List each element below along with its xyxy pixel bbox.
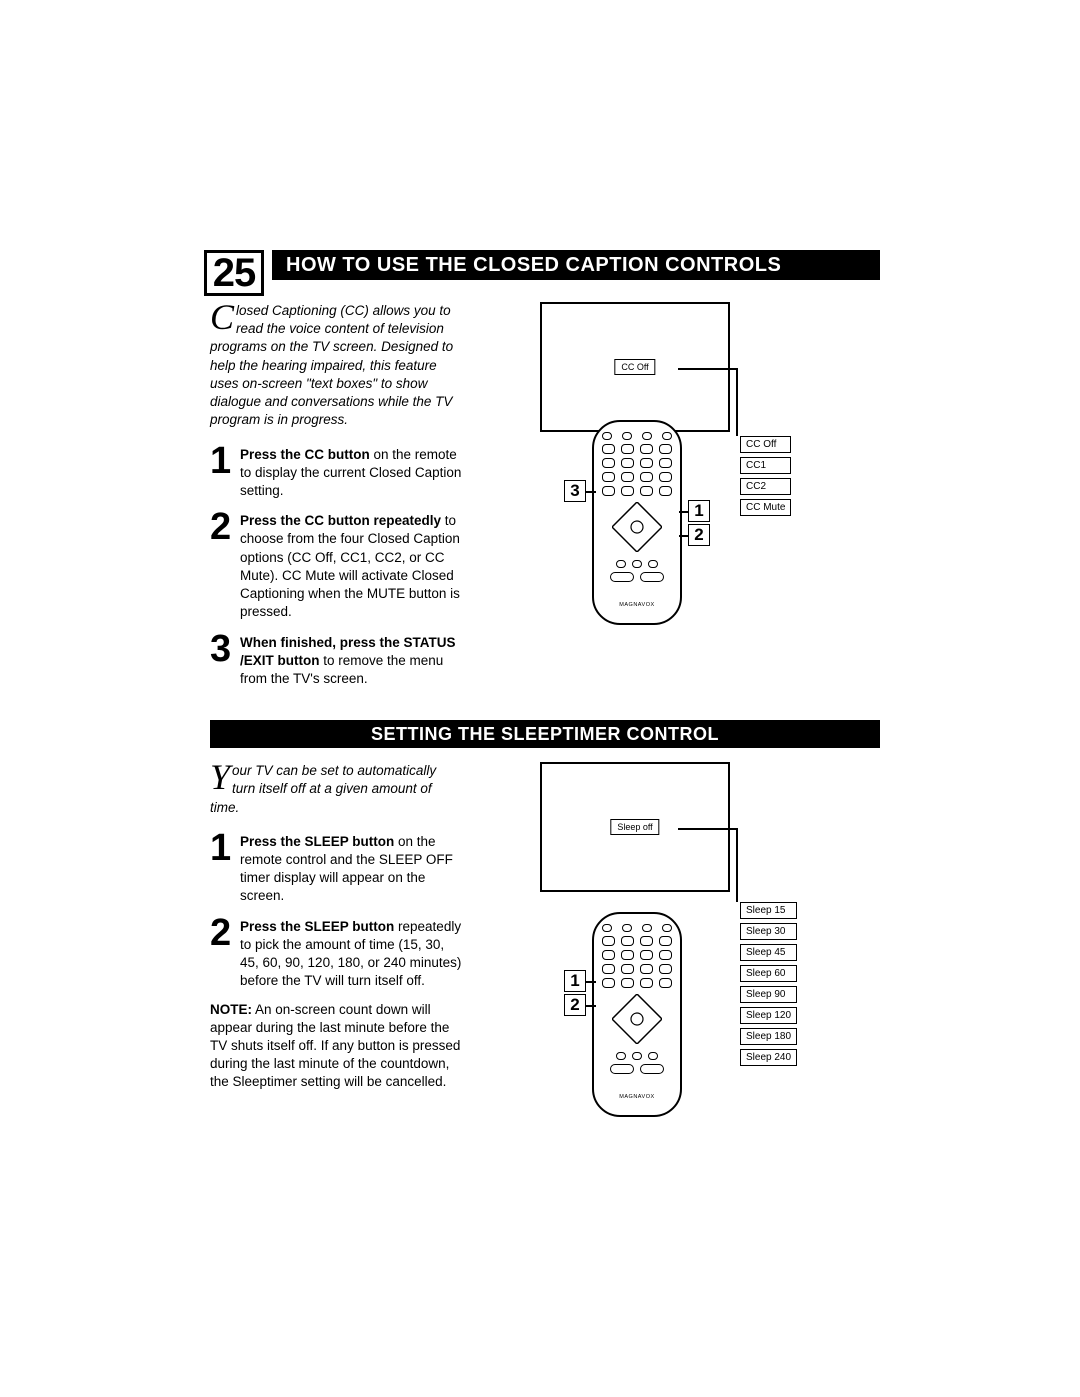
connector-line [679, 511, 689, 513]
remote-control: MAGNAVOX [592, 420, 682, 625]
step: 1 Press the SLEEP button on the remote c… [210, 831, 462, 906]
step-text: Press the CC button repeatedly to choose… [240, 510, 462, 621]
remote-control: MAGNAVOX [592, 912, 682, 1117]
callout-box: 1 [688, 500, 710, 522]
button-row [602, 936, 672, 946]
option-item: CC2 [740, 478, 791, 495]
step-number: 2 [210, 916, 240, 991]
option-item: Sleep 60 [740, 965, 797, 982]
connector-line [678, 828, 738, 830]
option-item: CC Off [740, 436, 791, 453]
callout-box: 2 [564, 994, 586, 1016]
button-row [602, 950, 672, 960]
step-number: 1 [210, 444, 240, 501]
note: NOTE: An on-screen count down will appea… [210, 1001, 462, 1092]
section1-body: Closed Captioning (CC) allows you to rea… [210, 302, 880, 698]
sleep-option-list: Sleep 15 Sleep 30 Sleep 45 Sleep 60 Slee… [740, 902, 797, 1066]
intro-text: our TV can be set to automatically turn … [210, 763, 436, 814]
button-row [602, 964, 672, 974]
cc-option-list: CC Off CC1 CC2 CC Mute [740, 436, 791, 516]
section2-intro: Your TV can be set to automatically turn… [210, 762, 462, 817]
remote-inner: MAGNAVOX [594, 422, 680, 618]
connector-line [586, 1005, 596, 1007]
button-row [602, 1052, 672, 1060]
section1-intro: Closed Captioning (CC) allows you to rea… [210, 302, 462, 430]
tv-screen: CC Off [540, 302, 730, 432]
step-number: 3 [210, 632, 240, 689]
step: 2 Press the CC button repeatedly to choo… [210, 510, 462, 621]
callout-box: 1 [564, 970, 586, 992]
option-item: Sleep 120 [740, 1007, 797, 1024]
option-item: Sleep 240 [740, 1049, 797, 1066]
option-item: Sleep 15 [740, 902, 797, 919]
section2-illustration: Sleep off Sleep 15 Sleep 30 Sleep 45 Sle… [480, 762, 880, 1092]
button-row [602, 458, 672, 468]
step: 3 When finished, press the STATUS /EXIT … [210, 632, 462, 689]
section1-title-bar: HOW TO USE THE CLOSED CAPTION CONTROLS [272, 250, 880, 280]
page-number-box: 25 [204, 250, 264, 296]
tv-screen: Sleep off [540, 762, 730, 892]
button-row [602, 978, 672, 988]
remote-brand: MAGNAVOX [602, 602, 672, 608]
section1-illustration: CC Off CC Off CC1 CC2 CC Mute [480, 302, 880, 698]
step: 2 Press the SLEEP button repeatedly to p… [210, 916, 462, 991]
option-item: Sleep 30 [740, 923, 797, 940]
section2: SETTING THE SLEEPTIMER CONTROL Your TV c… [210, 720, 880, 1092]
callout-box: 3 [564, 480, 586, 502]
intro-text: losed Captioning (CC) allows you to read… [210, 303, 453, 427]
remote-inner: MAGNAVOX [594, 914, 680, 1110]
step-number: 2 [210, 510, 240, 621]
connector-line [586, 491, 596, 493]
dpad [612, 994, 662, 1044]
dropcap: Y [210, 762, 232, 793]
callout-box: 2 [688, 524, 710, 546]
option-item: Sleep 90 [740, 986, 797, 1003]
step-text: When finished, press the STATUS /EXIT bu… [240, 632, 462, 689]
connector-line [586, 981, 596, 983]
connector-line [678, 368, 738, 370]
button-row [602, 472, 672, 482]
step-text: Press the CC button on the remote to dis… [240, 444, 462, 501]
dropcap: C [210, 302, 236, 333]
section2-body: Your TV can be set to automatically turn… [210, 762, 880, 1092]
label-row [602, 1064, 672, 1074]
remote-brand: MAGNAVOX [602, 1094, 672, 1100]
dpad [612, 502, 662, 552]
button-row [602, 486, 672, 496]
connector-line [736, 368, 738, 436]
option-item: Sleep 45 [740, 944, 797, 961]
option-item: CC1 [740, 457, 791, 474]
tv-onscreen-label: Sleep off [610, 819, 659, 835]
button-row [602, 924, 672, 932]
option-item: Sleep 180 [740, 1028, 797, 1045]
section2-title: SETTING THE SLEEPTIMER CONTROL [371, 724, 719, 745]
option-item: CC Mute [740, 499, 791, 516]
step-text: Press the SLEEP button on the remote con… [240, 831, 462, 906]
label-row [602, 572, 672, 582]
manual-page: 25 HOW TO USE THE CLOSED CAPTION CONTROL… [210, 250, 880, 1092]
step: 1 Press the CC button on the remote to d… [210, 444, 462, 501]
section2-title-bar: SETTING THE SLEEPTIMER CONTROL [210, 720, 880, 748]
button-row [602, 560, 672, 568]
connector-line [679, 535, 689, 537]
step-number: 1 [210, 831, 240, 906]
button-row [602, 444, 672, 454]
section2-left-column: Your TV can be set to automatically turn… [210, 762, 480, 1092]
section1-title: HOW TO USE THE CLOSED CAPTION CONTROLS [286, 254, 781, 277]
page-number: 25 [213, 253, 256, 293]
button-row [602, 432, 672, 440]
connector-line [736, 828, 738, 902]
section1-left-column: Closed Captioning (CC) allows you to rea… [210, 302, 480, 698]
step-text: Press the SLEEP button repeatedly to pic… [240, 916, 462, 991]
tv-onscreen-label: CC Off [614, 359, 655, 375]
